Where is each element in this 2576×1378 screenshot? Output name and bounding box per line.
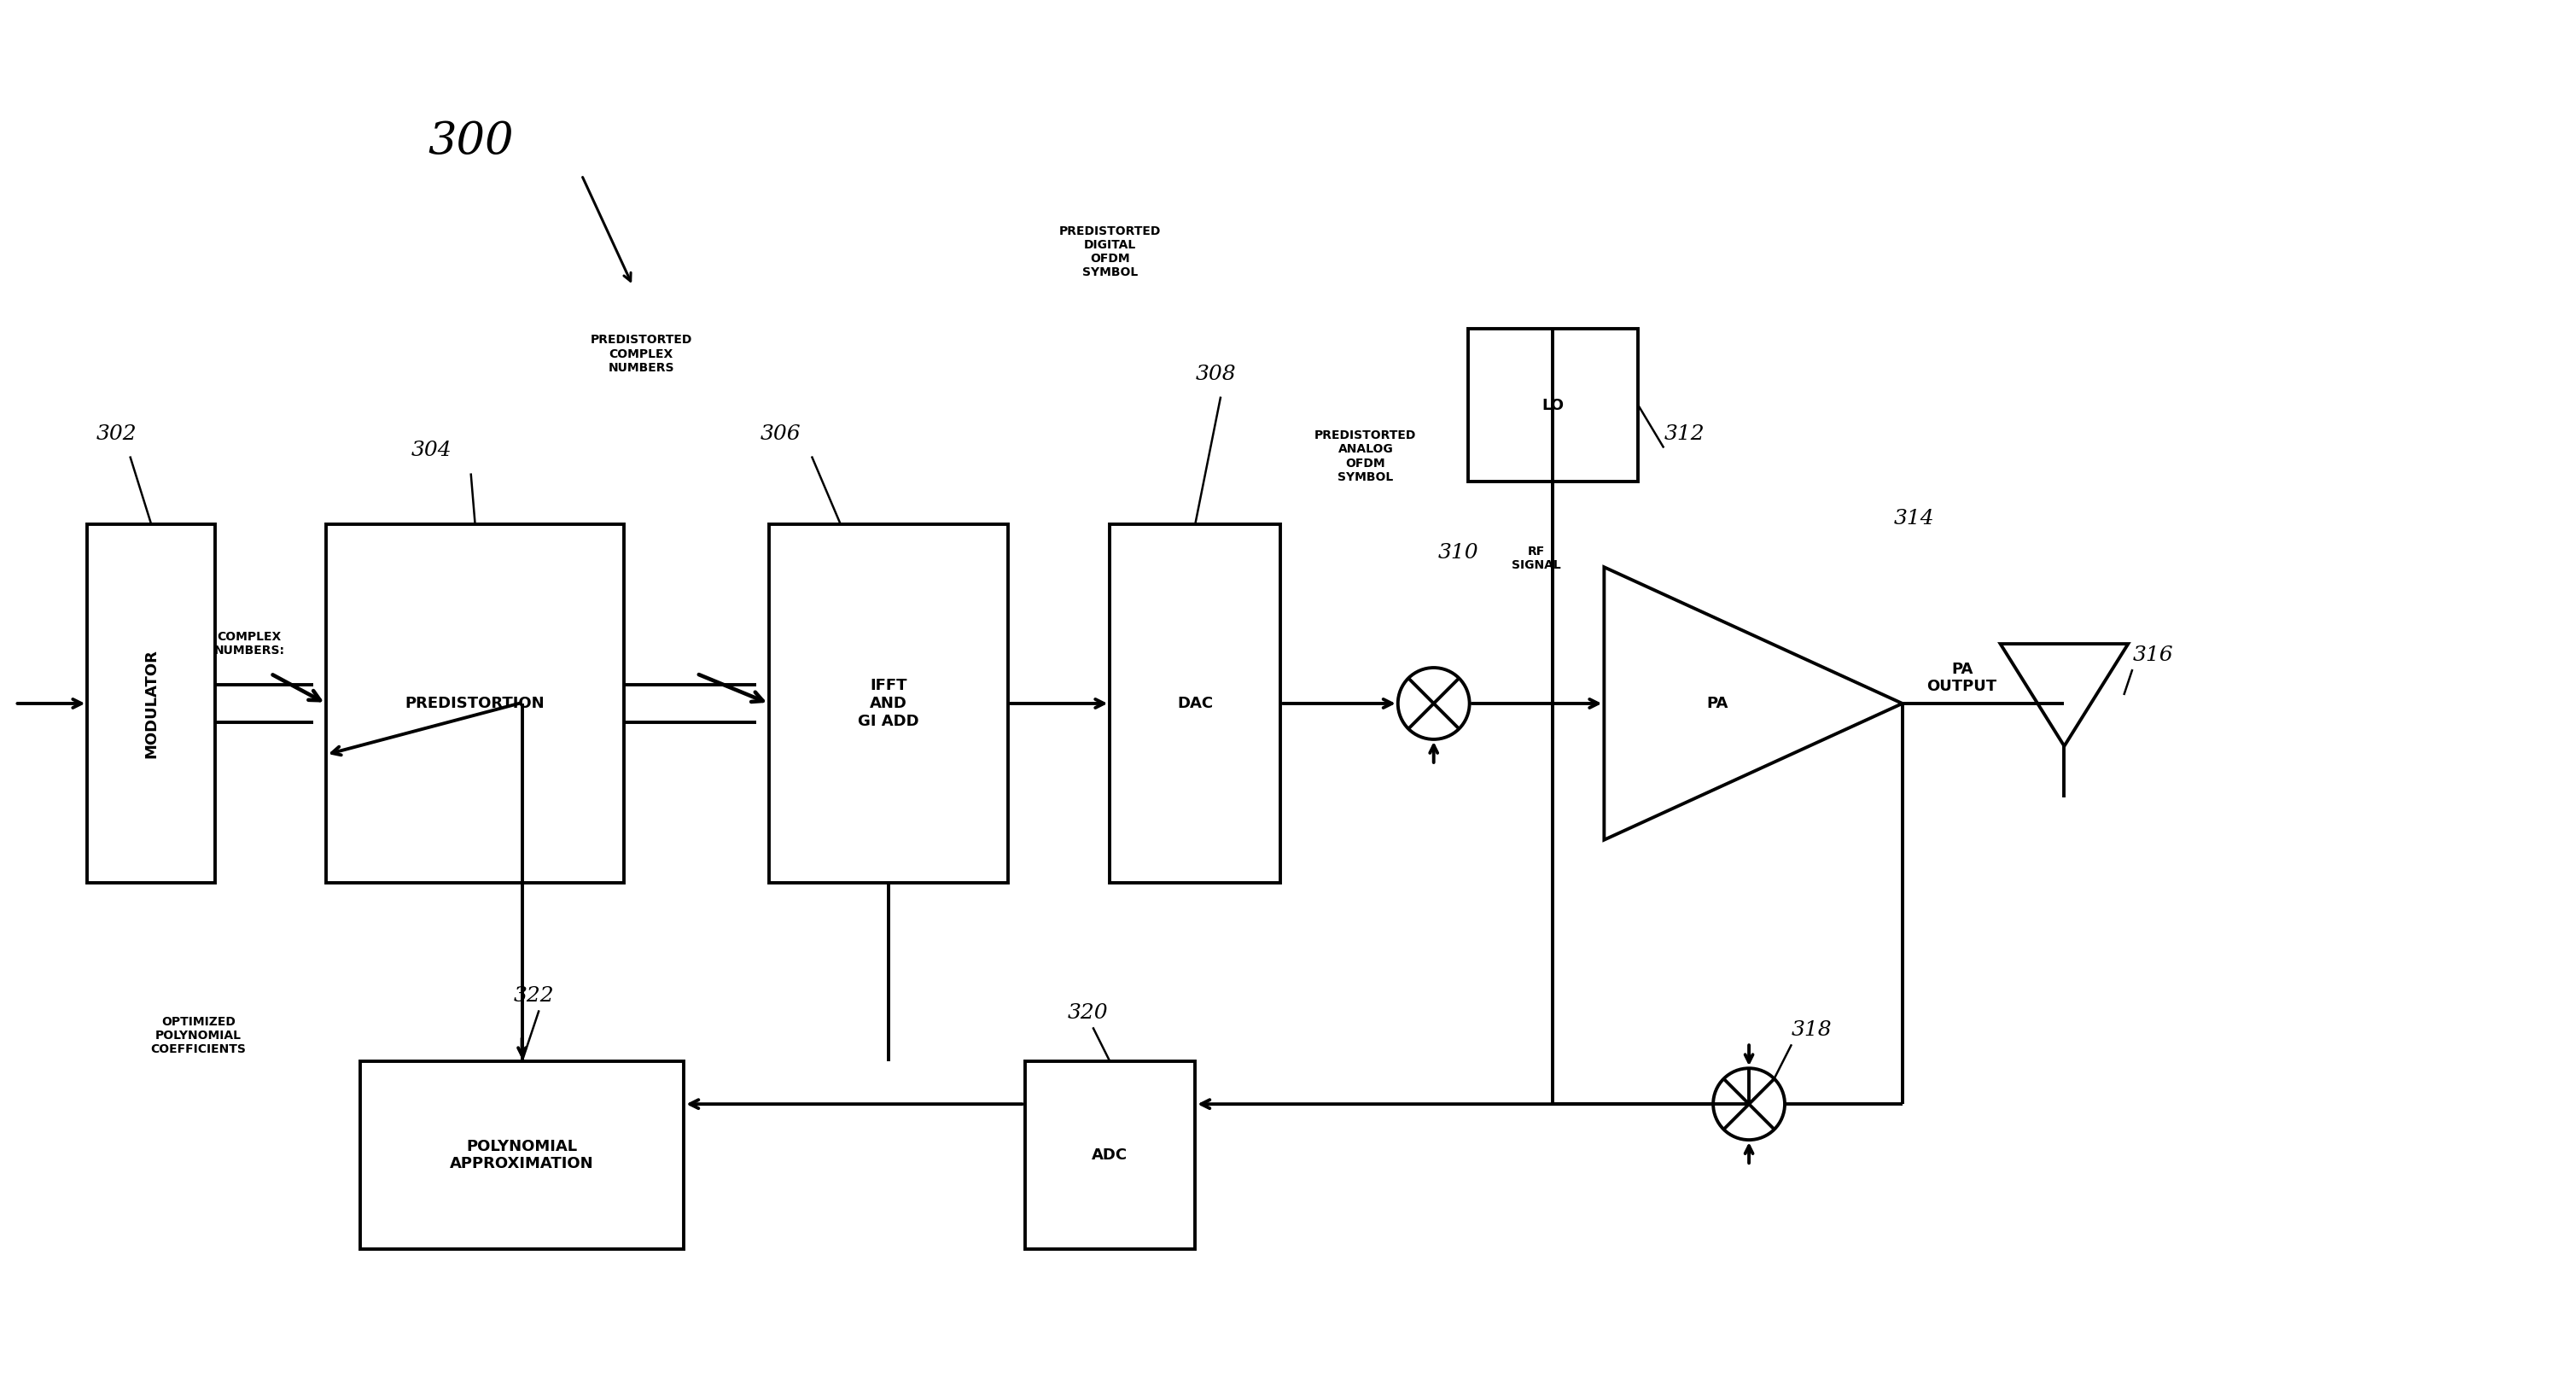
Text: 302: 302 [95, 424, 137, 444]
Text: 300: 300 [428, 119, 515, 163]
Bar [770, 525, 1007, 882]
Text: COMPLEX
NUMBERS:: COMPLEX NUMBERS: [214, 631, 286, 657]
Text: 318: 318 [1790, 1021, 1832, 1040]
Text: LO: LO [1543, 397, 1564, 413]
Text: MODULATOR: MODULATOR [144, 649, 160, 758]
Bar [1110, 525, 1280, 882]
Bar [327, 525, 623, 882]
Text: 304: 304 [412, 441, 451, 460]
Text: 310: 310 [1437, 543, 1479, 562]
Text: DAC: DAC [1177, 696, 1213, 711]
Polygon shape [1605, 568, 1901, 839]
Text: POLYNOMIAL
APPROXIMATION: POLYNOMIAL APPROXIMATION [451, 1138, 595, 1171]
Text: 316: 316 [2133, 645, 2174, 666]
Text: PA: PA [1708, 696, 1728, 711]
Bar [361, 1061, 683, 1248]
Text: 306: 306 [760, 424, 801, 444]
Circle shape [1713, 1068, 1785, 1140]
Text: PREDISTORTED
DIGITAL
OFDM
SYMBOL: PREDISTORTED DIGITAL OFDM SYMBOL [1059, 225, 1162, 278]
Text: PREDISTORTED
ANALOG
OFDM
SYMBOL: PREDISTORTED ANALOG OFDM SYMBOL [1314, 430, 1417, 484]
Circle shape [1399, 668, 1468, 739]
Text: PREDISTORTED
COMPLEX
NUMBERS: PREDISTORTED COMPLEX NUMBERS [590, 335, 693, 373]
Text: ADC: ADC [1092, 1148, 1128, 1163]
Text: OPTIMIZED
POLYNOMIAL
COEFFICIENTS: OPTIMIZED POLYNOMIAL COEFFICIENTS [149, 1016, 245, 1056]
Text: 322: 322 [513, 987, 554, 1006]
Bar [1025, 1061, 1195, 1248]
Text: 320: 320 [1066, 1003, 1108, 1022]
Text: 308: 308 [1195, 364, 1236, 384]
Text: PREDISTORTION: PREDISTORTION [404, 696, 546, 711]
Text: 312: 312 [1664, 424, 1705, 444]
Polygon shape [2002, 644, 2128, 745]
Text: IFFT
AND
GI ADD: IFFT AND GI ADD [858, 678, 920, 729]
Bar [1468, 328, 1638, 482]
Text: RF
SIGNAL: RF SIGNAL [1512, 546, 1561, 572]
Text: 314: 314 [1893, 508, 1935, 529]
Bar [88, 525, 216, 882]
Text: PA
OUTPUT: PA OUTPUT [1927, 661, 1996, 695]
